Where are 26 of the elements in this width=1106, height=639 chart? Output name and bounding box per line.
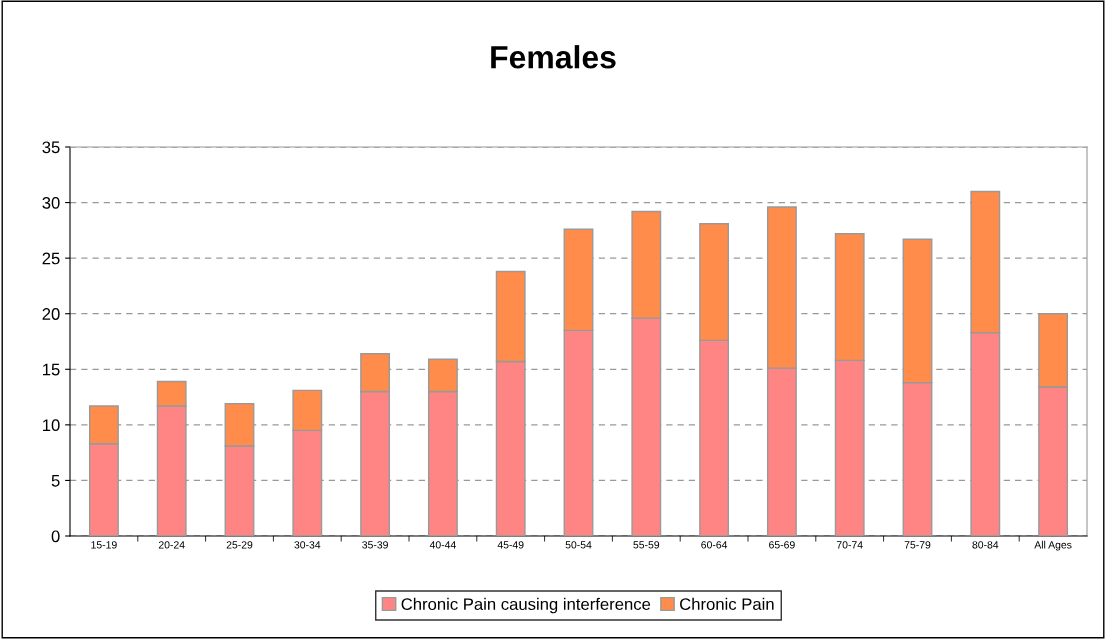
x-tick-label: 50-54: [565, 541, 592, 549]
x-tick-label: 70-74: [836, 541, 863, 549]
x-tick-label: 25-29: [226, 541, 253, 549]
x-tick-label: 35-39: [362, 541, 388, 549]
legend-label: Chronic Pain causing interference: [401, 597, 651, 614]
y-tick-label: 0: [51, 530, 60, 543]
y-tick-label: 25: [42, 252, 60, 265]
x-tick-label: 20-24: [158, 541, 185, 549]
x-tick-label: 40-44: [429, 541, 456, 549]
y-tick-label: 30: [42, 196, 60, 209]
chart-title: Females: [491, 45, 616, 69]
y-tick-label: 15: [43, 363, 60, 376]
y-tick-label: 10: [43, 419, 60, 432]
x-tick-label: 75-79: [904, 541, 931, 549]
x-tick-label: 30-34: [294, 541, 321, 549]
x-tick-label: 60-64: [701, 541, 728, 549]
x-tick-label: All Ages: [1034, 540, 1072, 551]
legend-label: Chronic Pain: [680, 597, 774, 611]
x-tick-label: 15-19: [91, 541, 117, 549]
y-tick-label: 35: [42, 141, 60, 154]
x-tick-label: 55-59: [633, 541, 660, 549]
y-tick-label: 20: [42, 308, 60, 320]
x-tick-label: 65-69: [769, 541, 795, 549]
x-tick-label: 80-84: [972, 541, 999, 549]
y-tick-label: 5: [51, 475, 60, 487]
x-tick-label: 45-49: [497, 541, 524, 549]
